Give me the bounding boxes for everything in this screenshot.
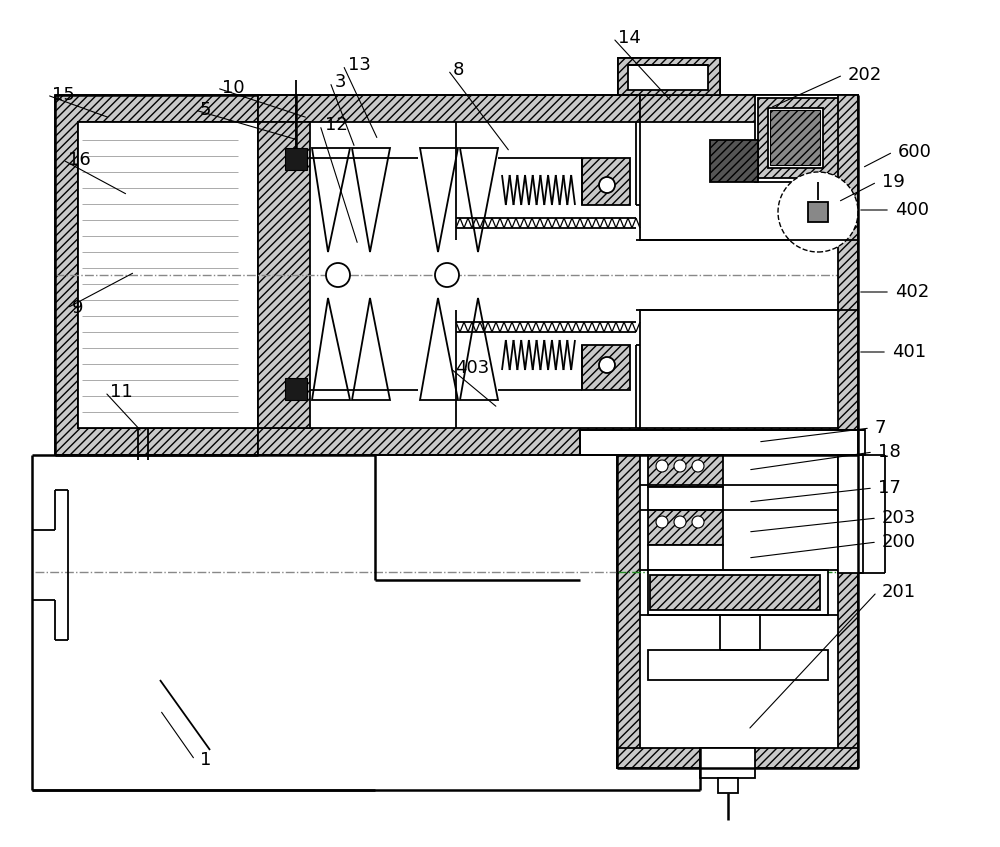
Text: 9: 9 <box>72 299 84 317</box>
Polygon shape <box>617 455 640 768</box>
Text: 17: 17 <box>878 479 901 497</box>
Polygon shape <box>640 310 858 455</box>
Text: 7: 7 <box>875 419 887 437</box>
Polygon shape <box>838 455 858 768</box>
Polygon shape <box>420 148 458 252</box>
Text: 202: 202 <box>848 66 882 84</box>
Polygon shape <box>352 298 390 400</box>
Polygon shape <box>582 345 630 390</box>
Polygon shape <box>258 428 640 455</box>
Bar <box>718 778 738 793</box>
Text: 14: 14 <box>618 29 641 47</box>
Bar <box>700 748 755 778</box>
Circle shape <box>599 177 615 193</box>
Bar <box>648 545 723 570</box>
Circle shape <box>778 172 858 252</box>
Bar <box>648 510 723 545</box>
Bar <box>650 575 820 610</box>
Polygon shape <box>640 428 858 455</box>
Polygon shape <box>352 148 390 252</box>
Bar <box>285 378 307 400</box>
Bar <box>648 455 723 487</box>
Polygon shape <box>582 158 630 205</box>
Text: 16: 16 <box>68 151 91 169</box>
Circle shape <box>326 263 350 287</box>
Text: 1: 1 <box>200 751 211 769</box>
Polygon shape <box>838 95 858 455</box>
Text: 8: 8 <box>453 61 464 79</box>
Polygon shape <box>755 95 858 182</box>
Bar <box>648 650 828 680</box>
Text: 403: 403 <box>455 359 489 377</box>
Text: 200: 200 <box>882 533 916 551</box>
Polygon shape <box>312 148 350 252</box>
Text: 600: 600 <box>898 143 932 161</box>
Circle shape <box>599 357 615 373</box>
Bar <box>285 148 307 170</box>
Text: 402: 402 <box>895 283 929 301</box>
Text: 400: 400 <box>895 201 929 219</box>
Circle shape <box>656 460 668 472</box>
Text: 15: 15 <box>52 86 75 104</box>
Bar <box>720 615 760 650</box>
Polygon shape <box>460 298 498 400</box>
Bar <box>808 202 828 222</box>
Text: 401: 401 <box>892 343 926 361</box>
Bar <box>580 430 865 455</box>
Text: 13: 13 <box>348 56 371 74</box>
Circle shape <box>656 516 668 528</box>
Text: 18: 18 <box>878 443 901 461</box>
Polygon shape <box>770 110 820 165</box>
Bar <box>648 487 723 510</box>
Polygon shape <box>312 298 350 400</box>
Circle shape <box>435 263 459 287</box>
Circle shape <box>692 460 704 472</box>
Polygon shape <box>618 58 720 95</box>
Polygon shape <box>617 748 858 768</box>
Polygon shape <box>55 95 258 455</box>
Text: 5: 5 <box>200 101 212 119</box>
Bar <box>628 65 708 90</box>
Polygon shape <box>618 58 720 95</box>
Polygon shape <box>258 95 640 122</box>
Polygon shape <box>258 122 310 428</box>
Polygon shape <box>758 98 855 178</box>
Bar <box>710 140 758 182</box>
Text: 12: 12 <box>325 116 348 134</box>
Text: 201: 201 <box>882 583 916 601</box>
Circle shape <box>692 516 704 528</box>
Circle shape <box>674 516 686 528</box>
Circle shape <box>674 460 686 472</box>
Polygon shape <box>460 148 498 252</box>
Text: 3: 3 <box>335 73 347 91</box>
Bar <box>648 570 828 615</box>
Text: 19: 19 <box>882 173 905 191</box>
Bar <box>838 455 863 573</box>
Text: 11: 11 <box>110 383 133 401</box>
Bar <box>78 122 258 428</box>
Polygon shape <box>640 95 858 240</box>
Polygon shape <box>420 298 458 400</box>
Bar <box>768 108 823 168</box>
Text: 10: 10 <box>222 79 245 97</box>
Polygon shape <box>640 95 858 122</box>
Text: 203: 203 <box>882 509 916 527</box>
